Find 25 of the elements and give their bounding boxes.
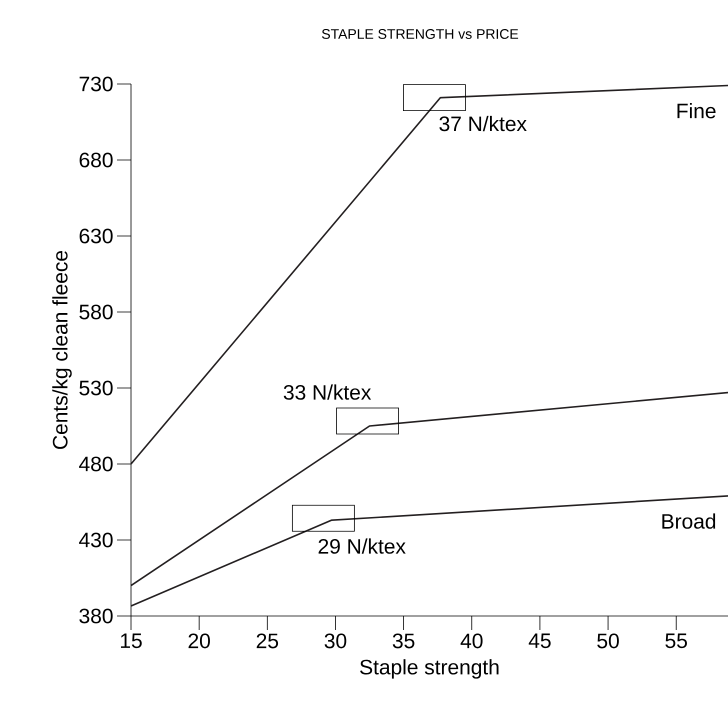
y-tick-label: 630 [80, 228, 113, 244]
annotation: 33 N/ktex [284, 384, 372, 400]
x-tick-label: 55 [665, 634, 687, 648]
y-axis-title: Cents/kg clean fleece [52, 250, 72, 449]
y-tick-label: 530 [79, 380, 113, 396]
x-tick-label: 45 [528, 634, 551, 648]
y-tick-label: 580 [79, 304, 113, 320]
chart-title: STAPLE STRENGTH vs PRICE [322, 29, 518, 39]
x-axis-title: Staple strength [360, 659, 498, 679]
x-tick-label: 15 [120, 634, 142, 648]
x-tick-label: 25 [256, 634, 278, 648]
y-tick-label: 430 [79, 532, 113, 548]
series-label: Fine [678, 103, 716, 118]
y-tick-label: 730 [80, 76, 113, 92]
x-tick-label: 30 [324, 634, 346, 648]
x-tick-label: 50 [597, 634, 619, 648]
y-tick-label: 380 [79, 608, 113, 624]
annotation: 29 N/ktex [318, 538, 406, 554]
y-tick-label: 480 [79, 456, 113, 472]
y-tick-label: 680 [80, 152, 113, 168]
x-tick-label: 20 [188, 634, 210, 648]
x-tick-label: 35 [392, 634, 414, 648]
x-tick-label: 40 [460, 634, 483, 648]
series-label: Broad [662, 513, 716, 529]
annotation: 37 N/ktex [439, 116, 527, 132]
